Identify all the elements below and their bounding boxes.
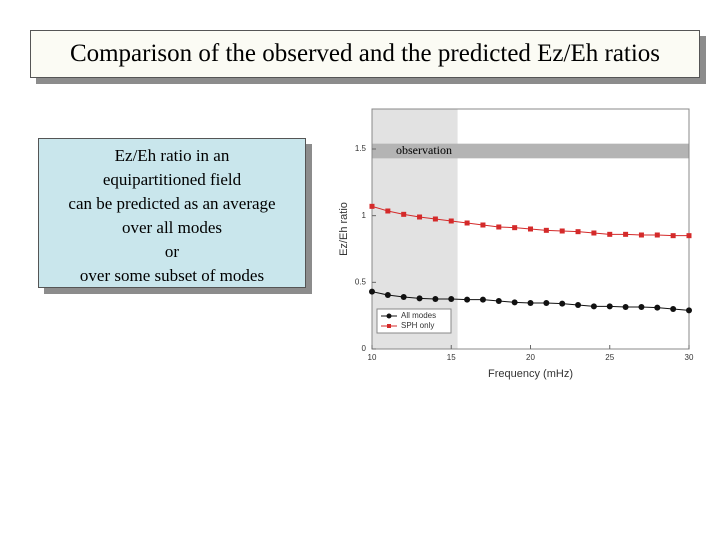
legend-marker bbox=[386, 313, 392, 319]
marker bbox=[416, 295, 423, 302]
marker bbox=[480, 222, 486, 228]
marker bbox=[670, 306, 677, 312]
marker bbox=[559, 300, 566, 307]
marker bbox=[638, 304, 645, 310]
x-tick-label: 30 bbox=[685, 353, 694, 362]
marker bbox=[590, 303, 597, 310]
y-tick-label: 0.5 bbox=[355, 277, 367, 286]
marker bbox=[479, 296, 486, 303]
legend-marker bbox=[387, 324, 391, 328]
marker bbox=[511, 299, 518, 306]
legend-box bbox=[376, 308, 452, 334]
marker bbox=[575, 302, 582, 308]
marker bbox=[448, 218, 454, 224]
y-axis-label: Ez/Eh ratio bbox=[338, 202, 350, 256]
marker bbox=[528, 226, 533, 232]
x-tick-label: 25 bbox=[605, 353, 614, 362]
text-line: or bbox=[164, 242, 180, 261]
marker bbox=[638, 232, 644, 238]
x-tick-label: 15 bbox=[447, 353, 456, 362]
text-box: Ez/Eh ratio in an equipartitioned field … bbox=[38, 138, 306, 288]
y-tick-label: 1 bbox=[362, 211, 367, 220]
observation-label: observation bbox=[396, 143, 452, 157]
marker bbox=[527, 300, 534, 306]
text-line: can be predicted as an average bbox=[68, 194, 276, 213]
text-line: over all modes bbox=[121, 218, 223, 237]
x-tick-label: 20 bbox=[526, 353, 535, 362]
text-line: Ez/Eh ratio in an bbox=[114, 146, 230, 165]
marker bbox=[654, 232, 660, 238]
marker bbox=[607, 231, 613, 237]
marker bbox=[543, 300, 550, 306]
marker bbox=[575, 229, 581, 235]
marker bbox=[385, 208, 391, 214]
legend-label: All modes bbox=[401, 311, 436, 320]
marker bbox=[623, 231, 629, 237]
marker bbox=[686, 307, 692, 314]
marker bbox=[495, 298, 502, 304]
marker bbox=[512, 225, 518, 231]
marker bbox=[401, 211, 407, 217]
marker bbox=[464, 296, 471, 303]
marker bbox=[496, 224, 502, 230]
observation-band bbox=[372, 143, 689, 159]
marker bbox=[400, 294, 407, 300]
marker bbox=[622, 304, 629, 310]
marker bbox=[432, 296, 439, 302]
marker bbox=[448, 296, 455, 302]
marker bbox=[384, 292, 391, 298]
marker bbox=[543, 227, 549, 233]
marker bbox=[464, 220, 470, 226]
legend-label: SPH only bbox=[401, 321, 434, 330]
y-tick-label: 0 bbox=[362, 344, 367, 353]
marker bbox=[670, 233, 676, 239]
marker bbox=[369, 203, 375, 209]
y-tick-label: 1.5 bbox=[355, 144, 367, 153]
marker bbox=[606, 303, 613, 310]
marker bbox=[686, 233, 692, 239]
x-axis-label: Frequency (mHz) bbox=[488, 368, 573, 380]
slide-title: Comparison of the observed and the predi… bbox=[30, 30, 700, 78]
marker bbox=[369, 288, 375, 295]
marker bbox=[432, 216, 438, 222]
marker bbox=[654, 304, 661, 311]
marker bbox=[417, 214, 423, 220]
marker bbox=[591, 230, 597, 236]
text-line: over some subset of modes bbox=[79, 266, 265, 285]
marker bbox=[559, 228, 565, 234]
x-tick-label: 10 bbox=[368, 353, 377, 362]
text-line: equipartitioned field bbox=[102, 170, 242, 189]
